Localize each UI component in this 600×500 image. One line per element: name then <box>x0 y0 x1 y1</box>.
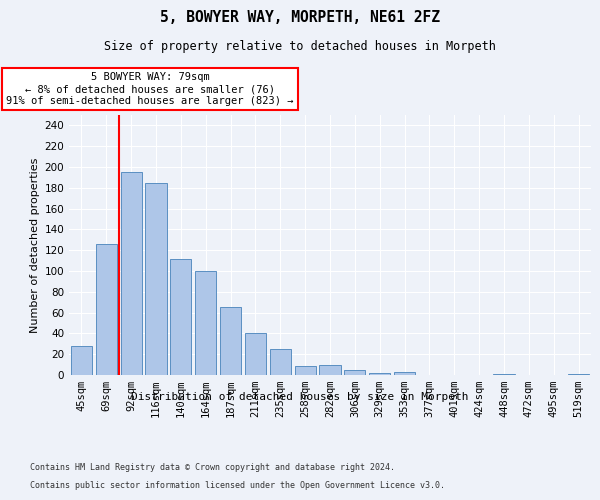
Bar <box>195 271 216 375</box>
Bar <box>270 349 291 375</box>
Bar <box>170 258 191 375</box>
Y-axis label: Number of detached properties: Number of detached properties <box>30 158 40 332</box>
Bar <box>245 334 266 375</box>
Bar <box>71 346 92 375</box>
Bar <box>568 374 589 375</box>
Bar <box>369 373 390 375</box>
Bar <box>319 364 341 375</box>
Bar <box>493 374 515 375</box>
Bar <box>96 244 117 375</box>
Bar <box>145 182 167 375</box>
Bar <box>344 370 365 375</box>
Bar <box>220 308 241 375</box>
Bar <box>295 366 316 375</box>
Text: Contains HM Land Registry data © Crown copyright and database right 2024.: Contains HM Land Registry data © Crown c… <box>30 462 395 471</box>
Text: 5 BOWYER WAY: 79sqm
← 8% of detached houses are smaller (76)
91% of semi-detache: 5 BOWYER WAY: 79sqm ← 8% of detached hou… <box>6 72 294 106</box>
Text: 5, BOWYER WAY, MORPETH, NE61 2FZ: 5, BOWYER WAY, MORPETH, NE61 2FZ <box>160 10 440 25</box>
Bar <box>121 172 142 375</box>
Text: Contains public sector information licensed under the Open Government Licence v3: Contains public sector information licen… <box>30 481 445 490</box>
Bar <box>394 372 415 375</box>
Text: Size of property relative to detached houses in Morpeth: Size of property relative to detached ho… <box>104 40 496 53</box>
Text: Distribution of detached houses by size in Morpeth: Distribution of detached houses by size … <box>131 392 469 402</box>
